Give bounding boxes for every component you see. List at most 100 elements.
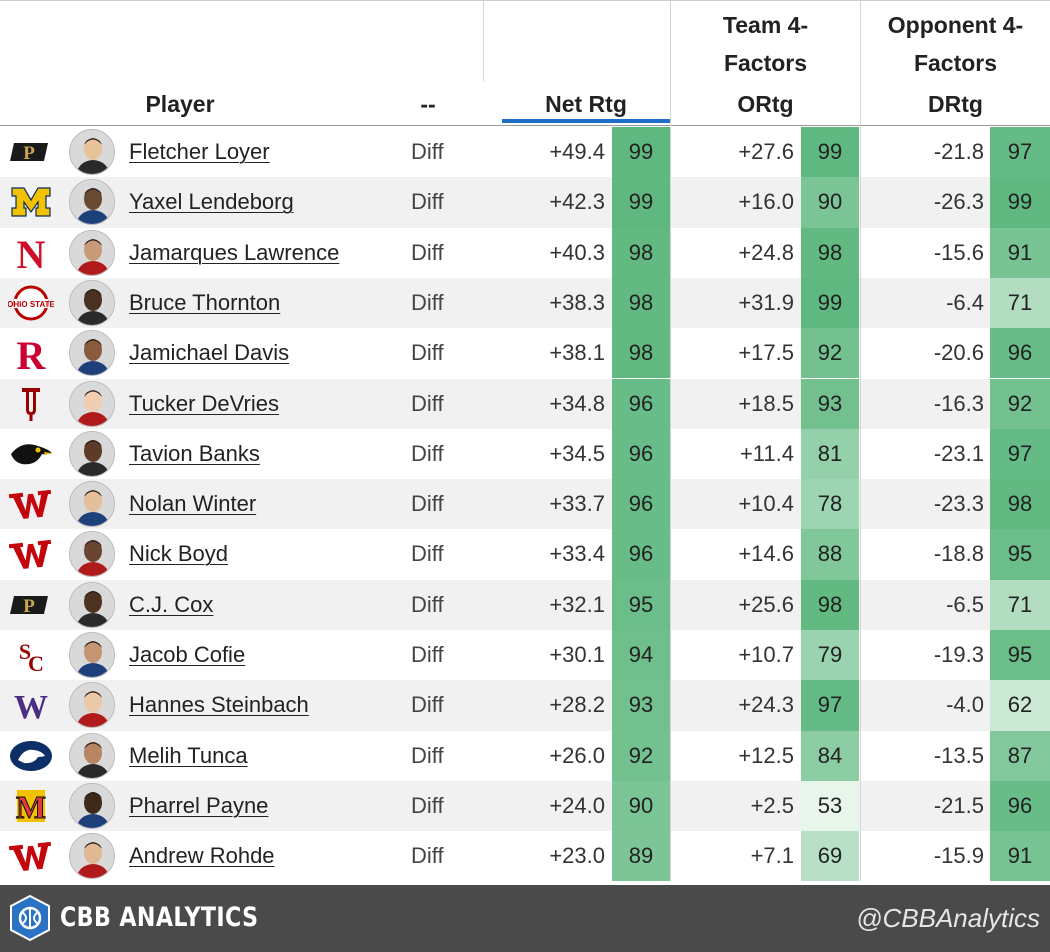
ortg-percentile: 84	[801, 730, 859, 781]
player-name-link[interactable]: C.J. Cox	[129, 591, 214, 617]
net-rtg-value: +32.1	[549, 591, 605, 617]
player-avatar	[69, 179, 115, 226]
net-rtg-percentile: 94	[612, 630, 670, 681]
ortg-percentile: 98	[801, 227, 859, 278]
net-rtg-value: +23.0	[549, 843, 605, 869]
player-name-link[interactable]: Jamarques Lawrence	[129, 239, 340, 265]
table-row: R Jamichael Davis Diff +38.1 98 +17.5 92 -20.6 9…	[0, 328, 1050, 379]
table-row: S C Jacob Cofie Diff +30.1 94 +10.7 79 -19.3 95	[0, 630, 1050, 681]
row-type-label: Diff	[411, 541, 444, 567]
column-header-drtg[interactable]: DRtg	[928, 91, 983, 117]
column-divider	[860, 680, 861, 731]
drtg-percentile: 92	[990, 378, 1050, 429]
row-type-label: Diff	[411, 692, 444, 718]
ortg-percentile: 88	[801, 529, 859, 580]
drtg-percentile: 95	[990, 630, 1050, 681]
net-rtg-percentile: 96	[612, 428, 670, 480]
player-name-link[interactable]: Pharrel Payne	[129, 792, 269, 818]
column-divider	[670, 177, 671, 228]
player-name-link[interactable]: Tavion Banks	[129, 440, 260, 466]
player-name-link[interactable]: Nick Boyd	[129, 541, 229, 567]
row-type-label: Diff	[411, 239, 444, 265]
column-header-net-rtg[interactable]: Net Rtg	[545, 91, 627, 117]
column-divider	[860, 277, 861, 329]
player-name-link[interactable]: Andrew Rohde	[129, 843, 275, 869]
ortg-value: +25.6	[738, 591, 794, 617]
row-type-label: Diff	[411, 139, 444, 164]
ortg-percentile: 78	[801, 479, 859, 530]
purdue-logo-icon: P	[8, 134, 54, 170]
player-avatar	[69, 833, 115, 880]
net-rtg-percentile: 93	[612, 680, 670, 731]
ortg-percentile: 98	[801, 579, 859, 630]
player-avatar	[69, 531, 115, 578]
drtg-value: -6.5	[946, 591, 984, 617]
net-rtg-percentile: 99	[612, 177, 670, 228]
column-header-player[interactable]: Player	[145, 91, 215, 117]
drtg-percentile: 96	[990, 328, 1050, 379]
player-name-link[interactable]: Melih Tunca	[129, 742, 248, 768]
drtg-value: -26.3	[933, 189, 984, 215]
ortg-percentile: 97	[801, 680, 859, 731]
indiana-logo-icon	[8, 386, 54, 422]
penn-state-logo-icon	[8, 738, 54, 774]
column-header-ortg[interactable]: ORtg	[737, 91, 794, 117]
row-type-label: Diff	[411, 843, 444, 869]
svg-text:P: P	[23, 143, 35, 164]
row-type-label: Diff	[411, 591, 444, 617]
drtg-percentile: 95	[990, 529, 1050, 580]
player-name-link[interactable]: Bruce Thornton	[129, 289, 281, 315]
net-rtg-value: +26.0	[549, 742, 605, 768]
player-name-link[interactable]: Tucker DeVries	[129, 390, 279, 416]
michigan-logo-icon	[8, 184, 54, 220]
net-rtg-percentile: 98	[612, 227, 670, 278]
player-name-link[interactable]: Hannes Steinbach	[129, 692, 309, 718]
drtg-value: -6.4	[946, 289, 984, 315]
table-row: OHIO STATE Bruce Thornton Diff +38.3 98 +31.9…	[0, 277, 1050, 329]
ortg-percentile: 79	[801, 630, 859, 681]
player-name-link[interactable]: Fletcher Loyer	[129, 139, 270, 164]
table-row: P C.J. Cox Diff +32.1 95 +25.6 98 -6.5 71	[0, 579, 1050, 630]
drtg-percentile: 91	[990, 831, 1050, 882]
column-divider	[670, 680, 671, 731]
svg-text:N: N	[17, 235, 46, 271]
row-type-label: Diff	[411, 742, 444, 768]
cbb-analytics-logo-icon	[10, 894, 50, 942]
player-name-link[interactable]: Yaxel Lendeborg	[129, 189, 294, 215]
player-name-link[interactable]: Jamichael Davis	[129, 340, 290, 366]
column-divider	[670, 730, 671, 781]
svg-text:P: P	[23, 596, 35, 617]
column-divider	[670, 328, 671, 379]
svg-text:W: W	[14, 689, 48, 723]
svg-text:C: C	[28, 651, 44, 673]
drtg-value: -18.8	[933, 541, 984, 567]
column-divider	[860, 630, 861, 681]
ortg-value: +11.4	[739, 440, 794, 466]
player-name-link[interactable]: Jacob Cofie	[129, 642, 246, 667]
table-row: P Fletcher Loyer Diff +49.4 99 +27.6 99 -21.8 97	[0, 127, 1050, 178]
column-header-type[interactable]: --	[420, 91, 436, 117]
player-avatar	[69, 430, 115, 477]
drtg-value: -20.6	[933, 340, 984, 366]
drtg-value: -21.8	[933, 139, 984, 164]
ortg-percentile: 69	[801, 831, 859, 882]
drtg-value: -23.1	[933, 440, 984, 466]
drtg-percentile: 97	[990, 127, 1050, 178]
net-rtg-value: +42.3	[549, 189, 605, 215]
ortg-value: +18.5	[738, 390, 794, 416]
column-divider	[670, 479, 671, 530]
column-divider	[860, 428, 861, 480]
column-divider	[860, 529, 861, 580]
drtg-value: -4.0	[946, 692, 984, 718]
header-divider	[670, 1, 671, 126]
net-rtg-value: +30.1	[549, 642, 605, 667]
table-row: Melih Tunca Diff +26.0 92 +12.5 84 -13.5 87	[0, 730, 1050, 781]
table-row: Tavion Banks Diff +34.5 96 +11.4 81 -23.1 97	[0, 428, 1050, 480]
column-divider	[860, 730, 861, 781]
column-divider	[860, 780, 861, 832]
player-name-link[interactable]: Nolan Winter	[129, 491, 257, 517]
table-row: Tucker DeVries Diff +34.8 96 +18.5 93 -16.3 92	[0, 378, 1050, 429]
drtg-percentile: 97	[990, 428, 1050, 480]
ortg-value: +24.8	[738, 239, 794, 265]
player-avatar	[69, 632, 115, 678]
